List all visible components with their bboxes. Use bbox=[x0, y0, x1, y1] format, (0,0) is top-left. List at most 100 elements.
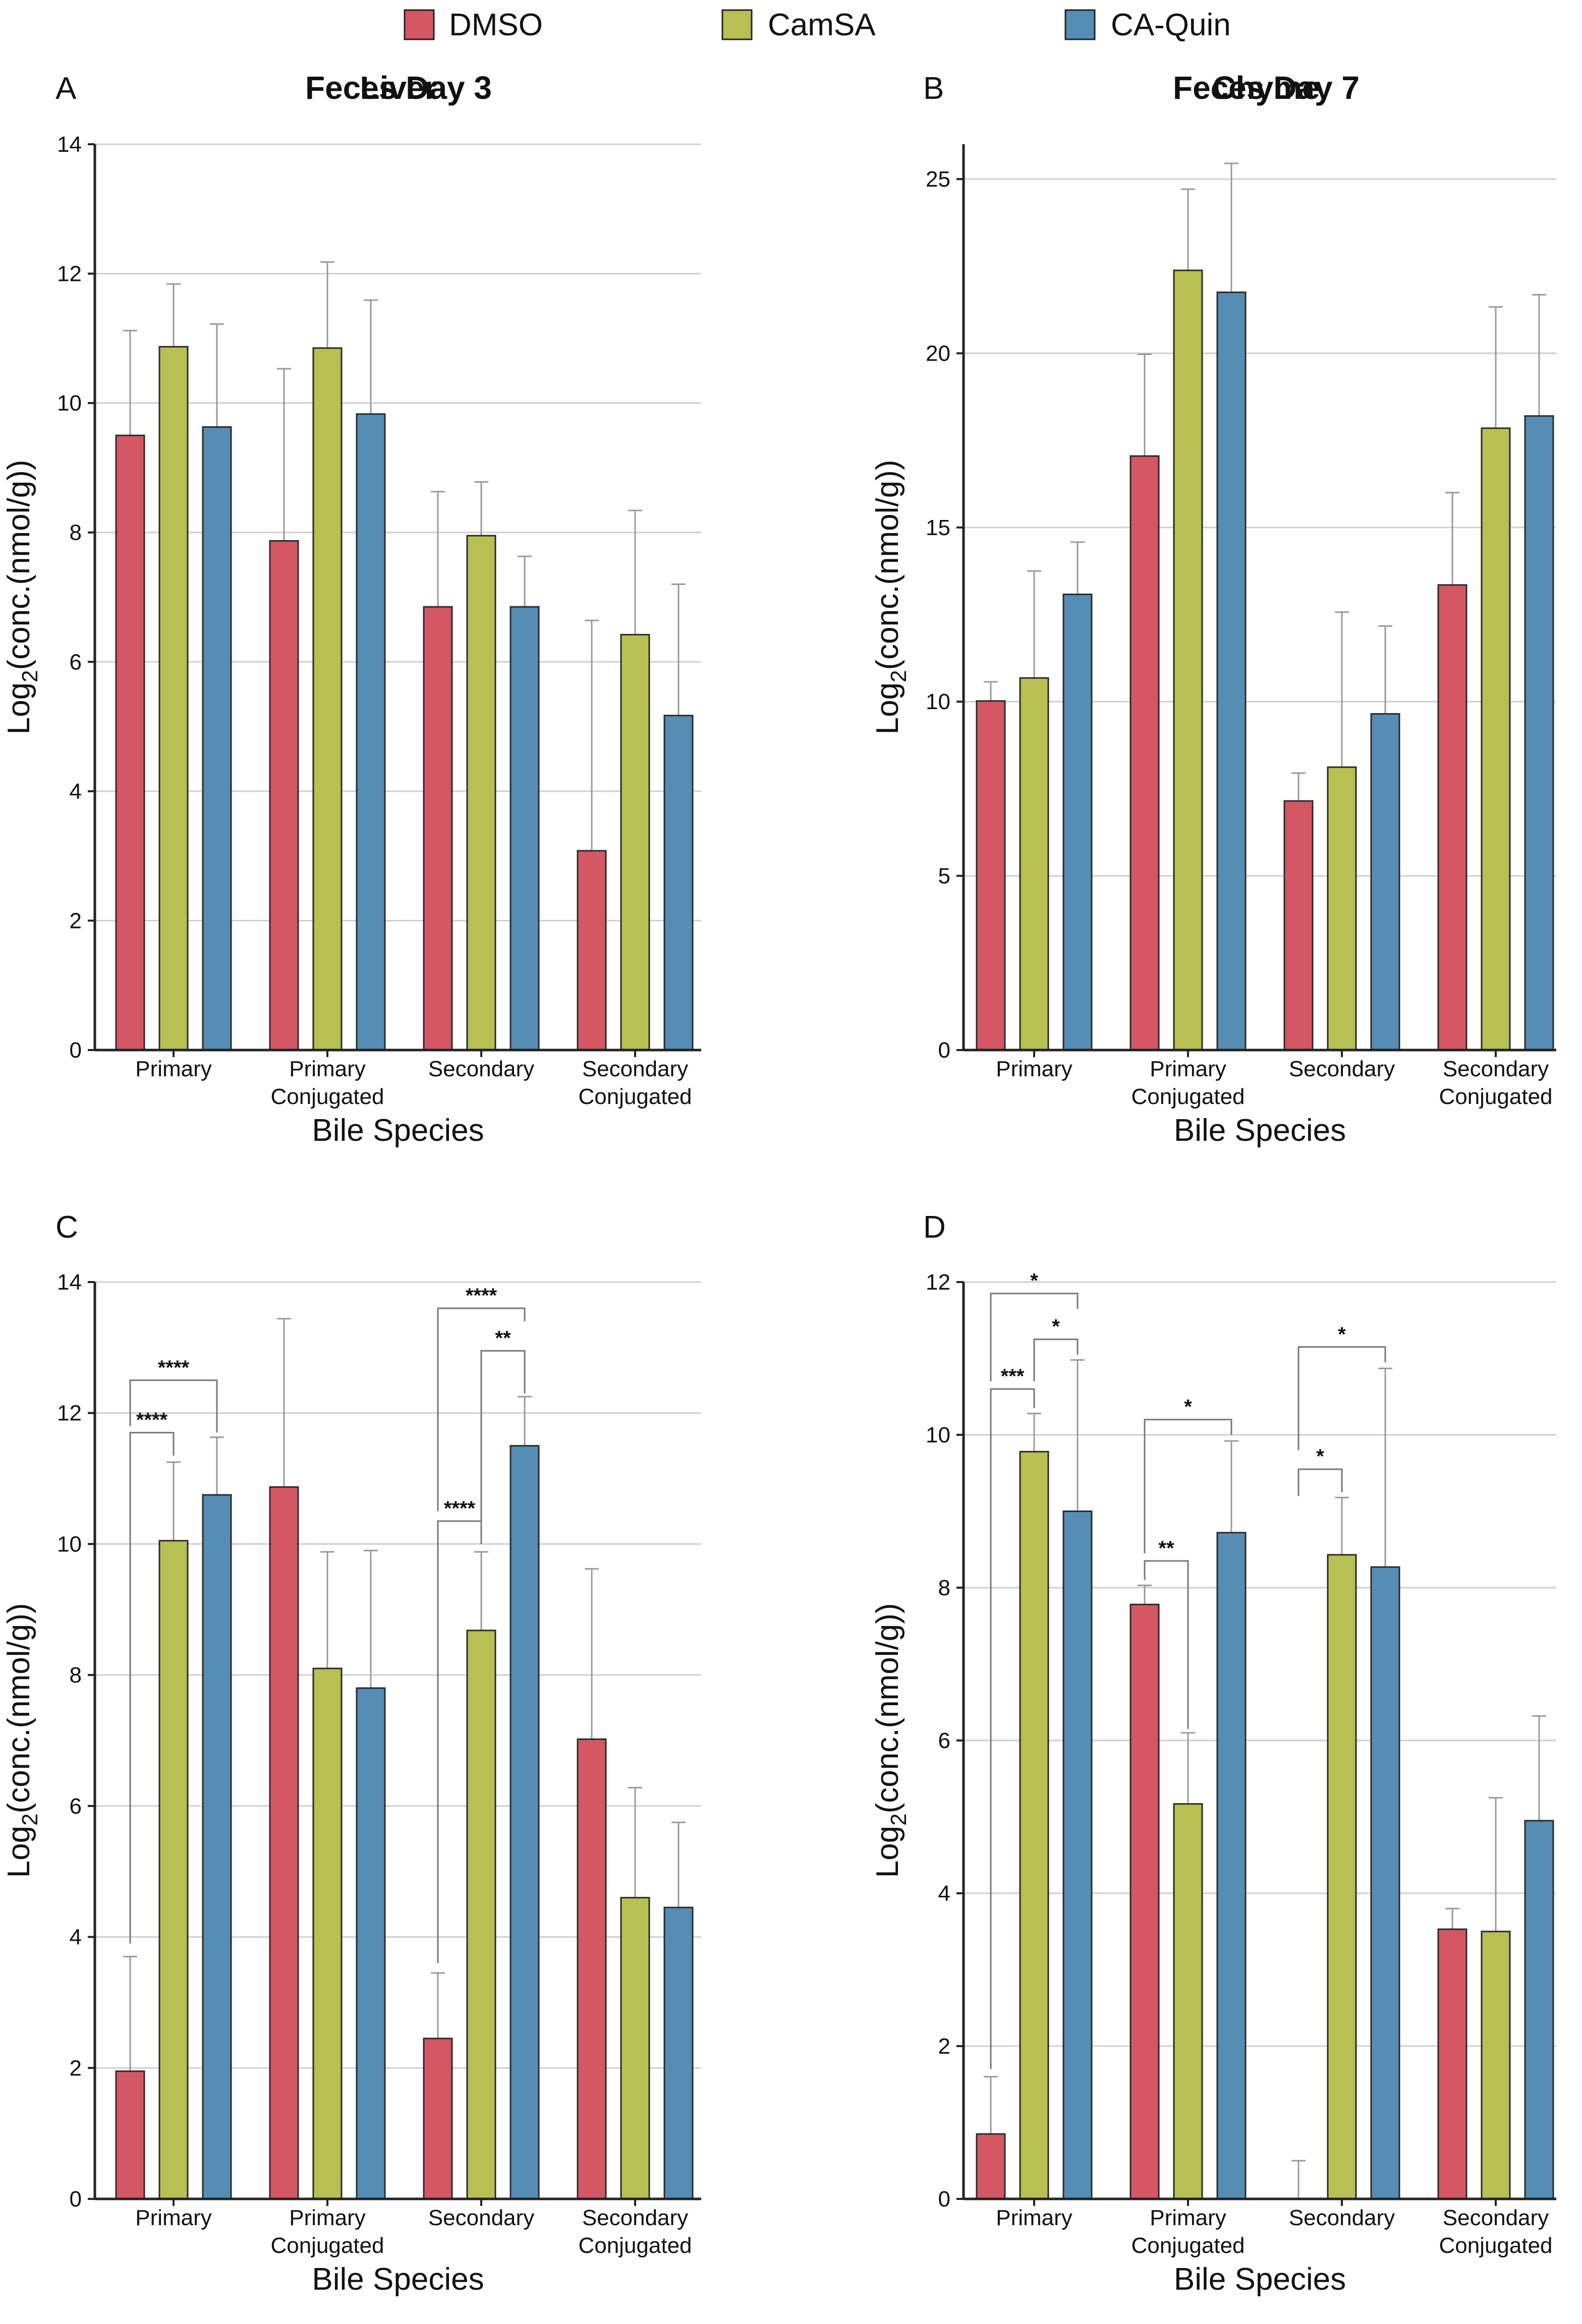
significance-bracket bbox=[990, 1388, 1035, 2069]
y-axis-title: Log2(conc.(nmol/g)) bbox=[870, 460, 911, 735]
bar-ca-quin bbox=[356, 413, 386, 1051]
y-tick-label: 15 bbox=[926, 515, 950, 540]
x-tick-label: Conjugated bbox=[1439, 2233, 1552, 2258]
y-tick-label: 8 bbox=[70, 1663, 82, 1688]
bar-camsa bbox=[466, 535, 496, 1051]
significance-label: * bbox=[1184, 1396, 1192, 1418]
y-tick-label: 20 bbox=[926, 341, 950, 366]
bar-camsa bbox=[158, 346, 189, 1051]
panel-b: B Chyme 0 5 10 15 20 25 Primary Primary Conjugated… bbox=[870, 70, 1556, 1148]
y-axis-title: Log2(conc.(nmol/g)) bbox=[2, 460, 42, 735]
legend-swatch-dmso bbox=[404, 9, 435, 40]
bar-camsa bbox=[620, 1897, 650, 2200]
significance-label: * bbox=[1052, 1316, 1060, 1338]
bar-camsa bbox=[1019, 677, 1049, 1051]
bar-ca-quin bbox=[1216, 292, 1247, 1051]
bar-camsa bbox=[158, 1540, 189, 2200]
y-tick-label: 12 bbox=[57, 262, 82, 286]
y-tick-label: 10 bbox=[57, 1532, 82, 1556]
y-tick-label: 6 bbox=[938, 1728, 950, 1753]
chart-title: Feces Day 3 bbox=[305, 70, 492, 106]
x-axis-title: Bile Species bbox=[1174, 1113, 1346, 1148]
significance-bracket bbox=[1144, 1419, 1232, 1553]
y-tick-label: 6 bbox=[70, 1794, 82, 1819]
significance-label: **** bbox=[466, 1285, 497, 1307]
bar-ca-quin bbox=[356, 1687, 386, 2200]
bar-ca-quin bbox=[1216, 1532, 1247, 2200]
significance-label: ** bbox=[1158, 1537, 1174, 1559]
x-tick-label: Secondary bbox=[582, 1057, 688, 1081]
bar-dmso bbox=[1129, 455, 1160, 1051]
panel-letter: A bbox=[55, 71, 77, 106]
significance-label: **** bbox=[158, 1357, 190, 1379]
bar-dmso bbox=[423, 606, 453, 1051]
y-tick-label: 14 bbox=[57, 132, 82, 157]
bar-camsa bbox=[1173, 1803, 1203, 2200]
x-axis-title: Bile Species bbox=[312, 1113, 484, 1148]
significance-label: ** bbox=[495, 1327, 511, 1349]
bar-dmso bbox=[1437, 1928, 1467, 2200]
significance-label: **** bbox=[444, 1497, 476, 1520]
bar-dmso bbox=[577, 850, 607, 1051]
x-tick-label: Secondary bbox=[428, 1057, 534, 1081]
bar-dmso bbox=[976, 2133, 1006, 2200]
significance-bracket bbox=[480, 1350, 526, 1544]
chart-title: Chyme bbox=[1212, 70, 1320, 106]
x-tick-label: Primary bbox=[1150, 1057, 1226, 1081]
x-tick-label: Conjugated bbox=[1439, 1084, 1552, 1109]
panel-letter: B bbox=[923, 71, 944, 106]
significance-label: **** bbox=[136, 1409, 168, 1431]
x-tick-label: Primary bbox=[996, 1057, 1072, 1081]
x-tick-label: Secondary bbox=[1289, 2205, 1395, 2230]
x-tick-label: Primary bbox=[289, 1057, 366, 1081]
x-tick-label: Conjugated bbox=[1131, 1084, 1245, 1109]
significance-bracket bbox=[1297, 1346, 1386, 1450]
y-tick-label: 0 bbox=[938, 2187, 950, 2212]
y-tick-label: 0 bbox=[938, 1038, 950, 1063]
significance-bracket bbox=[1033, 1339, 1079, 1381]
x-tick-label: Primary bbox=[1150, 2205, 1226, 2230]
panel-letter: D bbox=[923, 1210, 946, 1245]
bar-dmso bbox=[577, 1738, 607, 2200]
significance-bracket bbox=[129, 1379, 218, 1433]
bar-dmso bbox=[269, 1486, 299, 2200]
x-tick-label: Conjugated bbox=[578, 2233, 692, 2258]
bar-ca-quin bbox=[510, 1445, 540, 2200]
y-tick-label: 2 bbox=[70, 908, 82, 933]
bar-dmso bbox=[1437, 584, 1467, 1051]
x-tick-label: Conjugated bbox=[270, 2233, 384, 2258]
x-tick-label: Secondary bbox=[1443, 1057, 1549, 1081]
legend-label-ca-quin: CA-Quin bbox=[1111, 8, 1231, 42]
x-tick-label: Conjugated bbox=[270, 1084, 384, 1109]
legend-label-dmso: DMSO bbox=[449, 8, 543, 42]
bar-camsa bbox=[1327, 766, 1357, 1051]
bar-ca-quin bbox=[510, 606, 540, 1051]
bar-dmso bbox=[976, 700, 1006, 1051]
bar-ca-quin bbox=[663, 1906, 694, 2200]
y-axis-title: Log2(conc.(nmol/g)) bbox=[2, 1603, 42, 1878]
bar-ca-quin bbox=[202, 426, 232, 1051]
x-tick-label: Conjugated bbox=[1131, 2233, 1245, 2258]
bar-camsa bbox=[1173, 269, 1203, 1051]
significance-label: * bbox=[1316, 1445, 1324, 1468]
significance-label: *** bbox=[1001, 1365, 1025, 1387]
bar-ca-quin bbox=[1370, 713, 1400, 1051]
y-tick-label: 4 bbox=[70, 779, 82, 804]
y-axis-title: Log2(conc.(nmol/g)) bbox=[870, 1603, 911, 1878]
bar-dmso bbox=[1283, 800, 1314, 1051]
bar-ca-quin bbox=[1370, 1566, 1400, 2200]
significance-bracket bbox=[437, 1307, 526, 1512]
x-axis-title: Bile Species bbox=[1174, 2262, 1346, 2297]
bar-camsa bbox=[1327, 1554, 1357, 2200]
bar-dmso bbox=[423, 2038, 453, 2200]
bar-camsa bbox=[466, 1630, 496, 2200]
y-tick-label: 8 bbox=[70, 520, 82, 545]
x-tick-label: Secondary bbox=[1289, 1057, 1395, 1081]
y-tick-label: 4 bbox=[70, 1925, 82, 1950]
bar-ca-quin bbox=[1524, 415, 1554, 1051]
x-tick-label: Primary bbox=[996, 2205, 1072, 2230]
significance-label: * bbox=[1030, 1270, 1038, 1292]
bar-dmso bbox=[1129, 1603, 1160, 2200]
legend-swatch-ca-quin bbox=[1064, 9, 1096, 40]
